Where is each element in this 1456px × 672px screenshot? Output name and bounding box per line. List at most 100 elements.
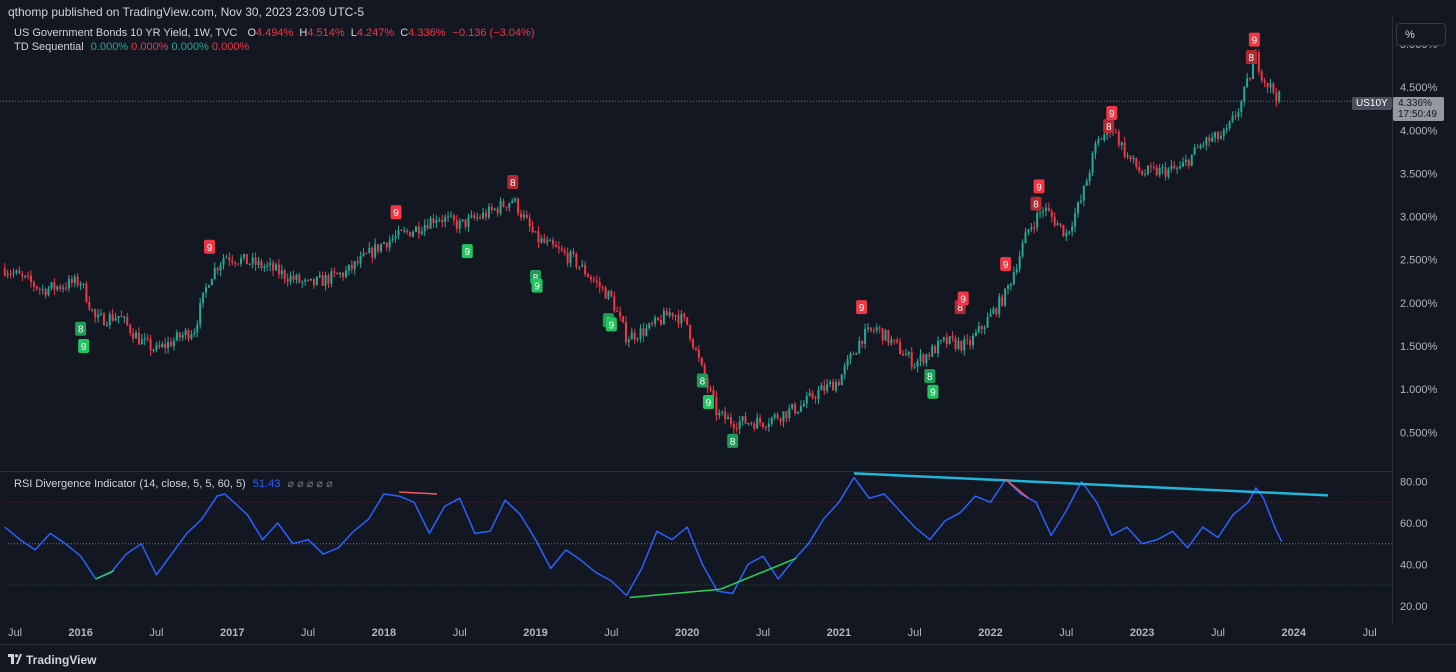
- annotation-layer: 8999988989898989899898989: [75, 32, 1329, 599]
- candle-body: [406, 230, 409, 232]
- candle-body: [1044, 207, 1047, 212]
- candle-body: [27, 275, 30, 277]
- percent-scale-button[interactable]: %: [1396, 23, 1446, 46]
- candle-body: [38, 288, 41, 290]
- tradingview-brand[interactable]: TradingView: [26, 653, 97, 667]
- td-marker-label: 9: [81, 342, 87, 353]
- candle-body: [519, 213, 522, 218]
- candle-body: [62, 287, 65, 289]
- candle-body: [855, 353, 858, 355]
- td-sequential-name[interactable]: TD Sequential: [14, 41, 84, 53]
- rsi-tick-label: 20.00: [1400, 601, 1428, 613]
- candle-body: [108, 314, 111, 325]
- candle-body: [1123, 142, 1126, 157]
- bullish-divergence-line: [95, 569, 115, 580]
- candle-body: [1251, 63, 1254, 80]
- time-tick-label: 2024: [1282, 627, 1307, 639]
- td-marker-red-8: [1103, 118, 1115, 133]
- candle-body: [566, 252, 569, 263]
- candle-body: [1094, 143, 1097, 154]
- candle-body: [117, 315, 120, 319]
- candle-body: [884, 330, 887, 341]
- candle-body: [820, 385, 823, 391]
- candle-body: [549, 240, 552, 242]
- candle-body: [371, 247, 374, 258]
- candle-body: [1246, 78, 1249, 88]
- candle-body: [1216, 132, 1219, 140]
- candle-body: [178, 332, 181, 338]
- td-marker-label: 9: [859, 303, 865, 314]
- candle-body: [1181, 162, 1184, 167]
- candle-body: [149, 339, 152, 351]
- candle-body: [15, 270, 18, 273]
- td-marker-red-9: [856, 300, 868, 315]
- candle-body: [140, 339, 143, 345]
- candle-body: [309, 278, 312, 281]
- candle-body: [572, 251, 575, 254]
- candle-body: [1225, 128, 1228, 130]
- candle-body: [496, 208, 499, 214]
- time-tick-label: 2022: [978, 627, 1002, 639]
- candle-body: [578, 266, 581, 268]
- td-marker-label: 8: [78, 325, 84, 336]
- symbol-description[interactable]: US Government Bonds 10 YR Yield, 1W, TVC: [14, 27, 238, 39]
- price-tick-label: 1.500%: [1400, 341, 1438, 353]
- candle-body: [94, 309, 97, 318]
- time-tick-label: Jul: [908, 627, 922, 639]
- candle-body: [834, 381, 837, 391]
- candle-body: [1068, 231, 1071, 233]
- candle-body: [554, 244, 557, 248]
- td-marker-red-9: [1033, 179, 1045, 194]
- candle-body: [514, 198, 517, 201]
- candle-body: [846, 358, 849, 366]
- chart-canvas[interactable]: 8999988989898989899898989 0.500%1.000%1.…: [0, 0, 1456, 644]
- td-marker-label: 9: [706, 398, 712, 409]
- candle-body: [563, 250, 566, 253]
- candle-body: [181, 335, 184, 338]
- time-tick-label: Jul: [756, 627, 770, 639]
- td-marker-label: 9: [960, 295, 966, 306]
- candle-body: [409, 231, 412, 237]
- td-marker-red-9: [1000, 257, 1012, 272]
- candle-body: [487, 206, 490, 218]
- rsi-value: 51.43: [252, 478, 281, 490]
- candle-body: [403, 230, 406, 232]
- td-value-1: 0.000%: [90, 41, 129, 53]
- candle-body: [759, 417, 762, 423]
- candle-body: [683, 314, 686, 318]
- candle-body: [137, 332, 140, 345]
- candle-body: [126, 316, 129, 325]
- price-tick-label: 3.500%: [1400, 168, 1438, 180]
- candle-body: [753, 423, 756, 429]
- close-value: 4.336%: [408, 27, 446, 39]
- candle-body: [776, 414, 779, 419]
- candle-body: [397, 229, 400, 236]
- candle-body: [966, 339, 969, 341]
- candle-body: [1050, 211, 1053, 217]
- candle-body: [543, 238, 546, 243]
- candle-body: [167, 341, 170, 348]
- candle-body: [522, 214, 525, 218]
- candle-body: [791, 403, 794, 409]
- rsi-empty-values: ⌀ ⌀ ⌀ ⌀ ⌀: [287, 478, 333, 490]
- candle-body: [1269, 83, 1272, 88]
- candle-body: [73, 276, 76, 284]
- candle-body: [762, 422, 765, 427]
- candle-body: [257, 260, 260, 266]
- publisher-line: qthomp published on TradingView.com, Nov…: [8, 5, 364, 19]
- candle-body: [493, 208, 496, 210]
- candle-body: [464, 219, 467, 227]
- candle-body: [630, 332, 633, 340]
- time-tick-label: 2021: [827, 627, 851, 639]
- td-value-2: 0.000%: [131, 41, 169, 53]
- candle-body: [356, 261, 359, 264]
- candle-body: [913, 366, 916, 368]
- td-marker-red-8: [1245, 49, 1257, 64]
- candle-body: [849, 353, 852, 359]
- candle-body: [528, 218, 531, 227]
- rsi-name[interactable]: RSI Divergence Indicator (14, close, 5, …: [14, 478, 246, 490]
- candle-body: [770, 417, 773, 424]
- candle-body: [738, 421, 741, 429]
- candle-body: [861, 340, 864, 344]
- open-value: 4.494%: [256, 27, 294, 39]
